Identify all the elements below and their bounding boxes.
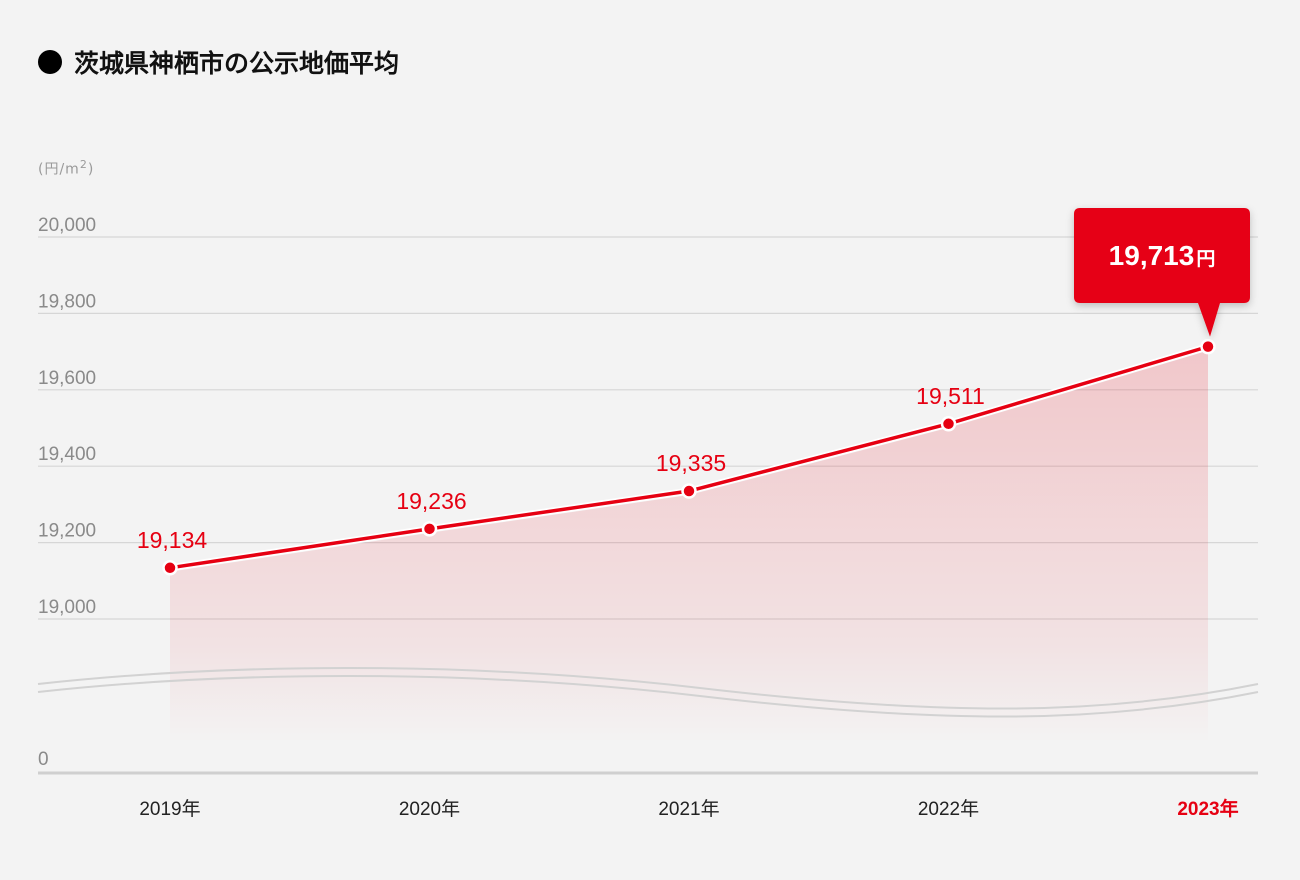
- callout-value: 19,713 円: [1109, 240, 1216, 271]
- y-tick-label: 19,800: [38, 291, 96, 312]
- y-tick-label: 19,000: [38, 597, 96, 618]
- chart-title: 茨城県神栖市の公示地価平均: [38, 44, 399, 80]
- unit-label: (円/m2): [38, 158, 94, 179]
- highlight-callout: 19,713 円: [1074, 208, 1250, 337]
- bullet-dot-icon: [38, 50, 62, 74]
- x-tick-label: 2020年: [399, 798, 460, 820]
- y-tick-label: 19,400: [38, 444, 96, 465]
- data-label: 19,335: [656, 450, 726, 476]
- x-tick-label: 2022年: [918, 798, 979, 820]
- callout-unit: 円: [1196, 249, 1215, 270]
- unit-label-text: (円/m: [38, 161, 80, 178]
- data-label: 19,236: [396, 488, 466, 514]
- data-point: [162, 560, 178, 576]
- unit-superscript: 2: [79, 158, 88, 171]
- callout-number: 19,713: [1109, 240, 1195, 271]
- data-point: [940, 416, 957, 432]
- data-label: 19,511: [916, 383, 985, 409]
- x-tick-label-highlight: 2023年: [1177, 797, 1238, 820]
- axis-break-line-upper: [37, 667, 1259, 710]
- unit-label-close: ): [87, 161, 95, 178]
- data-label: 19,134: [137, 527, 208, 553]
- y-tick-label: 19,600: [38, 368, 96, 389]
- data-point: [1200, 338, 1216, 355]
- callout-bubble: [1074, 208, 1250, 337]
- y-tick-label: 19,200: [38, 521, 96, 542]
- chart-title-text: 茨城県神栖市の公示地価平均: [74, 49, 400, 78]
- x-tick-label: 2019年: [139, 798, 200, 820]
- y-zero-label: 0: [38, 749, 49, 770]
- y-tick-label: 20,000: [38, 215, 96, 236]
- data-point: [681, 483, 697, 499]
- data-point: [421, 521, 438, 537]
- axis-break-line-lower: [37, 675, 1259, 718]
- area-fill: [170, 350, 1208, 743]
- x-tick-label: 2021年: [658, 798, 719, 820]
